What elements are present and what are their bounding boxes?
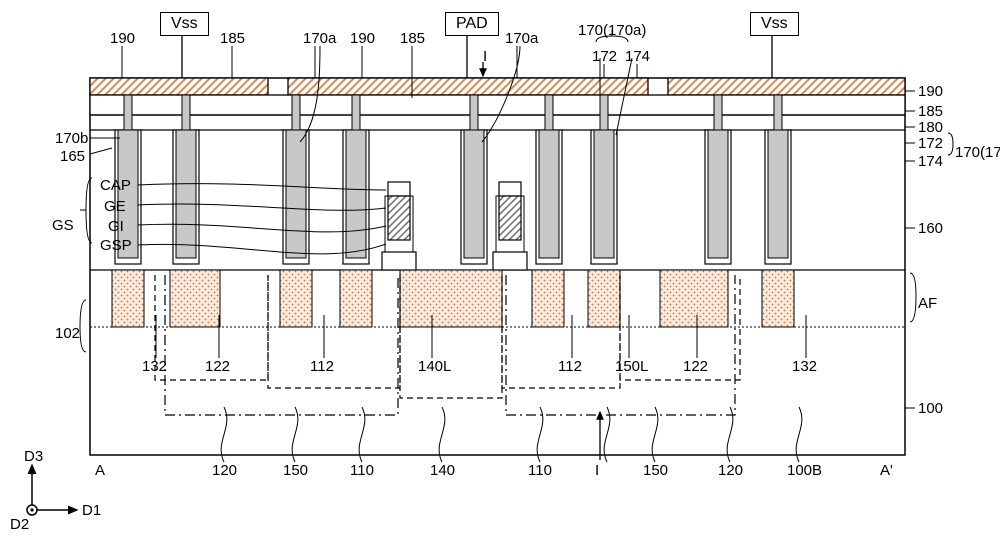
label-top: 190 (110, 30, 135, 47)
label-bottom-far: 120 (212, 462, 237, 479)
top-box-pad: PAD (445, 12, 499, 36)
label-left: 165 (60, 148, 85, 165)
label-top: 170a (505, 30, 538, 47)
cross-section-diagram (0, 0, 1000, 553)
label-bottom: 112 (310, 358, 334, 375)
label-bottom-far: A (95, 462, 105, 479)
label-right: AF (918, 295, 937, 312)
label-bottom: 132 (792, 358, 817, 375)
axis-d3: D3 (24, 448, 43, 465)
label-top: 174 (625, 48, 650, 65)
label-top: 185 (400, 30, 425, 47)
label-bottom-far: 150 (283, 462, 308, 479)
axis-d2: D2 (10, 516, 29, 533)
label-bottom-far: 140 (430, 462, 455, 479)
label-bottom: 112 (558, 358, 582, 375)
label-left: 102 (55, 325, 80, 342)
label-left: GS (52, 217, 74, 234)
axis-d1: D1 (82, 502, 101, 519)
label-right: 174 (918, 153, 943, 170)
label-bottom: 122 (683, 358, 708, 375)
label-bottom-far: 150 (643, 462, 668, 479)
label-left: GI (108, 218, 124, 235)
label-bottom-far: I (595, 462, 599, 479)
label-right: 160 (918, 220, 943, 237)
label-top: 185 (220, 30, 245, 47)
label-left: CAP (100, 177, 131, 194)
label-bottom-far: 110 (528, 462, 552, 479)
label-left: GSP (100, 237, 132, 254)
label-right: 172 (918, 135, 943, 152)
top-box-vss: Vss (750, 12, 799, 36)
top-box-vss: Vss (160, 12, 209, 36)
label-bottom-far: A' (880, 462, 893, 479)
label-top: I (483, 48, 487, 65)
label-bottom: 140L (418, 358, 451, 375)
label-bottom: 150L (615, 358, 648, 375)
label-top: 170(170a) (578, 22, 646, 39)
label-right: 190 (918, 83, 943, 100)
label-bottom: 122 (205, 358, 230, 375)
label-bottom-far: 110 (350, 462, 374, 479)
label-right: 185 (918, 103, 943, 120)
label-right: 180 (918, 119, 943, 136)
label-left: 170b (55, 130, 88, 147)
label-left: GE (104, 198, 126, 215)
label-bottom: 132 (142, 358, 167, 375)
label-bottom-far: 120 (718, 462, 743, 479)
label-top: 170a (303, 30, 336, 47)
label-bottom-far: 100B (787, 462, 822, 479)
label-right: 100 (918, 400, 943, 417)
label-top: 172 (592, 48, 617, 65)
label-right: 170(170b) (955, 144, 1000, 161)
label-top: 190 (350, 30, 375, 47)
